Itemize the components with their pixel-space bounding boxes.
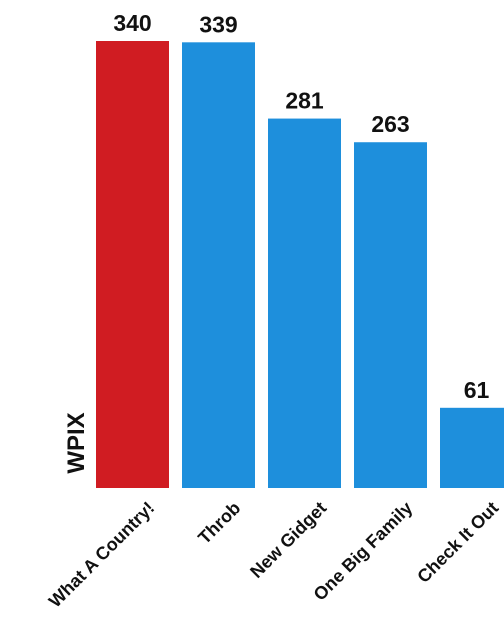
bar-0 (96, 41, 169, 488)
value-label-1: 339 (199, 11, 237, 37)
station-label: WPIX (63, 412, 90, 473)
bars-group (96, 41, 504, 489)
bar-2 (268, 118, 341, 488)
category-label-1: Throb (194, 498, 244, 548)
category-label-0: What A Country! (45, 498, 159, 612)
bar-1 (182, 42, 255, 489)
bar-3 (354, 142, 427, 488)
bar-4 (440, 407, 504, 488)
value-label-2: 281 (285, 88, 324, 114)
value-label-3: 263 (371, 111, 409, 137)
category-label-2: New Gidget (246, 498, 330, 582)
value-labels-group: 340 339 281 263 61 (113, 10, 489, 403)
value-label-0: 340 (113, 10, 151, 36)
value-label-4: 61 (464, 377, 490, 403)
category-label-4: Check It Out (413, 498, 502, 587)
